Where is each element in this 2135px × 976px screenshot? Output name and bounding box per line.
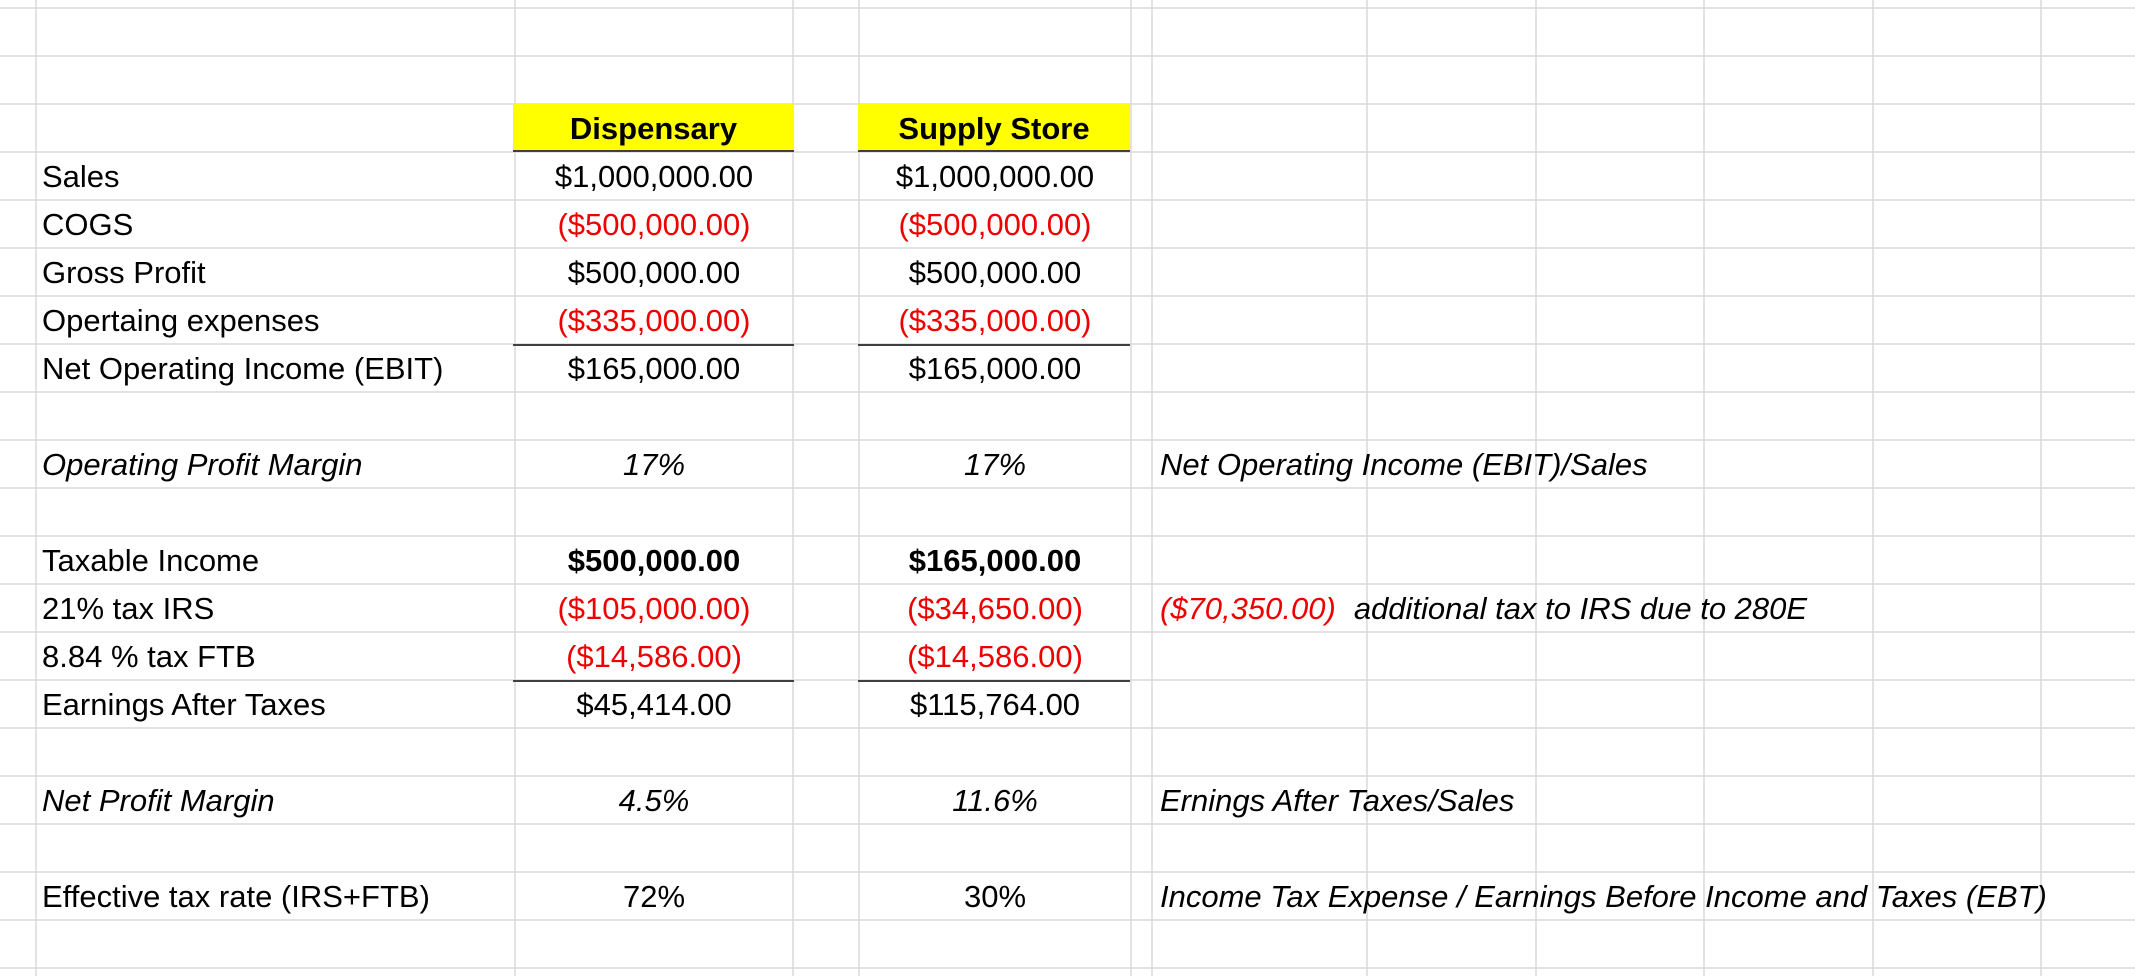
- dispensary-value-cell[interactable]: 72%: [622, 879, 686, 914]
- formula-note-cell[interactable]: Net Operating Income (EBIT)/Sales: [1160, 447, 1648, 482]
- dispensary-value-cell[interactable]: ($14,586.00): [566, 639, 742, 674]
- dispensary-value-cell[interactable]: ($105,000.00): [557, 591, 751, 626]
- supply-store-value-cell[interactable]: $115,764.00: [909, 687, 1081, 722]
- supply-store-value-cell[interactable]: ($500,000.00): [898, 207, 1092, 242]
- header-row: Dispensary Supply Store: [0, 104, 2135, 152]
- subtotal-border: [513, 344, 794, 346]
- formula-note-cell[interactable]: Ernings After Taxes/Sales: [1160, 783, 1515, 818]
- dispensary-value-cell[interactable]: $45,414.00: [576, 687, 732, 722]
- dispensary-value-cell[interactable]: 17%: [622, 447, 686, 482]
- row-label-cell[interactable]: Sales: [42, 159, 120, 194]
- dispensary-value-cell[interactable]: $500,000.00: [567, 255, 741, 290]
- subtotal-border: [513, 680, 794, 682]
- supply-store-value-cell[interactable]: ($335,000.00): [898, 303, 1092, 338]
- table-row: Earnings After Taxes $45,414.00 $115,764…: [0, 680, 2135, 728]
- dispensary-value-cell[interactable]: 4.5%: [618, 783, 690, 818]
- table-row: Effective tax rate (IRS+FTB) 72% 30% Inc…: [0, 872, 2135, 920]
- table-row: Sales $1,000,000.00 $1,000,000.00: [0, 152, 2135, 200]
- row-label-cell[interactable]: Opertaing expenses: [42, 303, 320, 338]
- dispensary-value-cell[interactable]: ($335,000.00): [557, 303, 751, 338]
- row-label-cell[interactable]: Operating Profit Margin: [42, 447, 363, 482]
- supply-store-value-cell[interactable]: $165,000.00: [908, 543, 1082, 578]
- dispensary-header-cell[interactable]: Dispensary: [513, 104, 794, 152]
- supply-store-header-cell[interactable]: Supply Store: [858, 104, 1130, 152]
- row-label-cell[interactable]: Net Operating Income (EBIT): [42, 351, 444, 386]
- table-row: 8.84 % tax FTB ($14,586.00) ($14,586.00): [0, 632, 2135, 680]
- tax-difference-note-cell[interactable]: ($70,350.00) additional tax to IRS due to…: [1152, 584, 2132, 632]
- row-label-cell[interactable]: Gross Profit: [42, 255, 206, 290]
- row-label-cell[interactable]: COGS: [42, 207, 134, 242]
- row-label-cell[interactable]: 21% tax IRS: [42, 591, 215, 626]
- row-label-cell[interactable]: Net Profit Margin: [42, 783, 275, 818]
- dispensary-value-cell[interactable]: $500,000.00: [567, 543, 741, 578]
- row-label-cell[interactable]: Effective tax rate (IRS+FTB): [42, 879, 430, 914]
- table-row: COGS ($500,000.00) ($500,000.00): [0, 200, 2135, 248]
- table-row: Net Operating Income (EBIT) $165,000.00 …: [0, 344, 2135, 392]
- table-row: Taxable Income $500,000.00 $165,000.00: [0, 536, 2135, 584]
- subtotal-border: [858, 344, 1130, 346]
- supply-store-value-cell[interactable]: 11.6%: [952, 783, 1038, 818]
- row-label-cell[interactable]: 8.84 % tax FTB: [42, 639, 256, 674]
- tax-difference-amount: ($70,350.00): [1160, 591, 1336, 626]
- supply-store-value-cell[interactable]: $500,000.00: [908, 255, 1082, 290]
- dispensary-value-cell[interactable]: ($500,000.00): [557, 207, 751, 242]
- dispensary-value-cell[interactable]: $165,000.00: [567, 351, 741, 386]
- table-row: Net Profit Margin 4.5% 11.6% Ernings Aft…: [0, 776, 2135, 824]
- table-row: Operating Profit Margin 17% 17% Net Oper…: [0, 440, 2135, 488]
- table-row: Opertaing expenses ($335,000.00) ($335,0…: [0, 296, 2135, 344]
- row-label-cell[interactable]: Taxable Income: [42, 543, 260, 578]
- tax-difference-text: additional tax to IRS due to 280E: [1353, 591, 1808, 626]
- row-label-cell[interactable]: Earnings After Taxes: [42, 687, 326, 722]
- formula-note-cell[interactable]: Income Tax Expense / Earnings Before Inc…: [1160, 879, 2047, 914]
- dispensary-value-cell[interactable]: $1,000,000.00: [554, 159, 754, 194]
- supply-store-value-cell[interactable]: ($34,650.00): [907, 591, 1083, 626]
- supply-store-value-cell[interactable]: $165,000.00: [908, 351, 1082, 386]
- supply-store-value-cell[interactable]: ($14,586.00): [907, 639, 1083, 674]
- table-row: Gross Profit $500,000.00 $500,000.00: [0, 248, 2135, 296]
- supply-store-value-cell[interactable]: 30%: [963, 879, 1027, 914]
- supply-store-value-cell[interactable]: $1,000,000.00: [895, 159, 1095, 194]
- subtotal-border: [858, 680, 1130, 682]
- supply-store-value-cell[interactable]: 17%: [963, 447, 1027, 482]
- table-row: 21% tax IRS ($105,000.00) ($34,650.00) (…: [0, 584, 2135, 632]
